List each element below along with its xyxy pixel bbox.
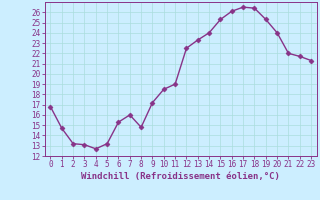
- X-axis label: Windchill (Refroidissement éolien,°C): Windchill (Refroidissement éolien,°C): [81, 172, 280, 181]
